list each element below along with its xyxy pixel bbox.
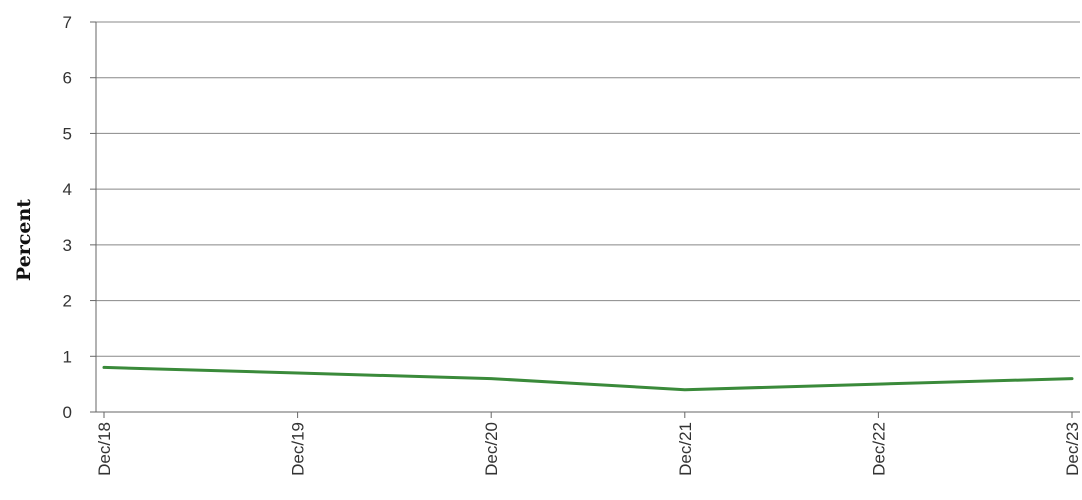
- x-axis-ticks: Dec/18 Dec/19 Dec/20 Dec/21 Dec/22 Dec/23: [95, 412, 1082, 476]
- x-tick-label: Dec/23: [1063, 422, 1082, 476]
- y-tick-label: 2: [63, 292, 72, 311]
- y-tick-label: 5: [63, 124, 72, 143]
- y-tick-label: 4: [63, 180, 72, 199]
- y-tick-label: 7: [63, 13, 72, 32]
- y-tick-label: 1: [63, 347, 72, 366]
- x-tick-label: Dec/22: [869, 422, 888, 476]
- x-tick-label: Dec/19: [289, 422, 308, 476]
- y-axis-label: Percent: [13, 199, 35, 281]
- y-tick-label: 3: [63, 236, 72, 255]
- axes: [95, 22, 1080, 413]
- x-tick-label: Dec/21: [676, 422, 695, 476]
- y-tick-label: 6: [63, 69, 72, 88]
- series-line: [102, 365, 1074, 392]
- series-layer: [102, 365, 1074, 392]
- y-tick-label: 0: [63, 403, 72, 422]
- gridlines: [96, 21, 1080, 357]
- x-tick-label: Dec/20: [482, 422, 501, 476]
- y-axis-ticks: 0 1 2 3 4 5 6 7: [63, 13, 96, 422]
- x-tick-label: Dec/18: [95, 422, 114, 476]
